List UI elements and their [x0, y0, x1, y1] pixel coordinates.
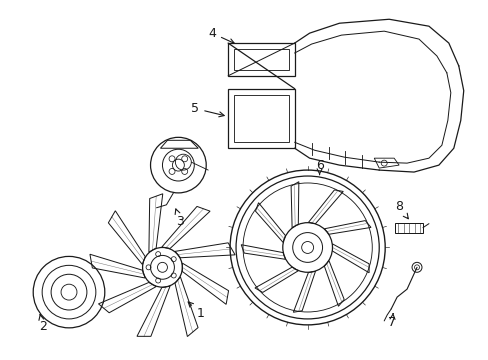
Text: 1: 1 [188, 302, 204, 320]
Text: 4: 4 [208, 27, 234, 44]
Text: 5: 5 [191, 102, 224, 117]
Text: 3: 3 [175, 209, 184, 228]
Text: 8: 8 [394, 200, 407, 219]
Text: 7: 7 [387, 314, 395, 329]
Text: 6: 6 [315, 159, 323, 175]
Text: 2: 2 [39, 315, 47, 333]
